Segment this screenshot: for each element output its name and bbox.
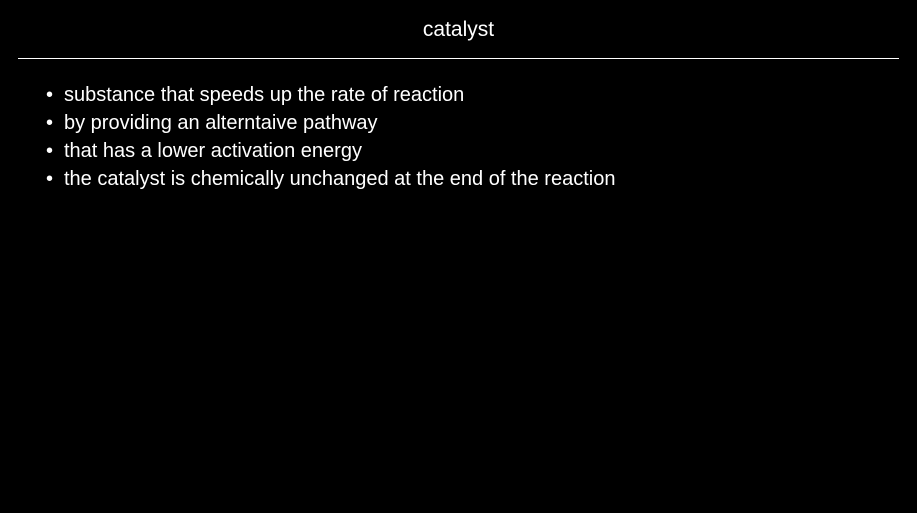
bullet-list: substance that speeds up the rate of rea… xyxy=(46,81,899,193)
slide-content: substance that speeds up the rate of rea… xyxy=(18,59,899,193)
bullet-item: by providing an alterntaive pathway xyxy=(46,109,899,137)
bullet-item: that has a lower activation energy xyxy=(46,137,899,165)
bullet-item: the catalyst is chemically unchanged at … xyxy=(46,165,899,193)
bullet-item: substance that speeds up the rate of rea… xyxy=(46,81,899,109)
slide-container: catalyst substance that speeds up the ra… xyxy=(0,0,917,193)
slide-title: catalyst xyxy=(18,18,899,59)
